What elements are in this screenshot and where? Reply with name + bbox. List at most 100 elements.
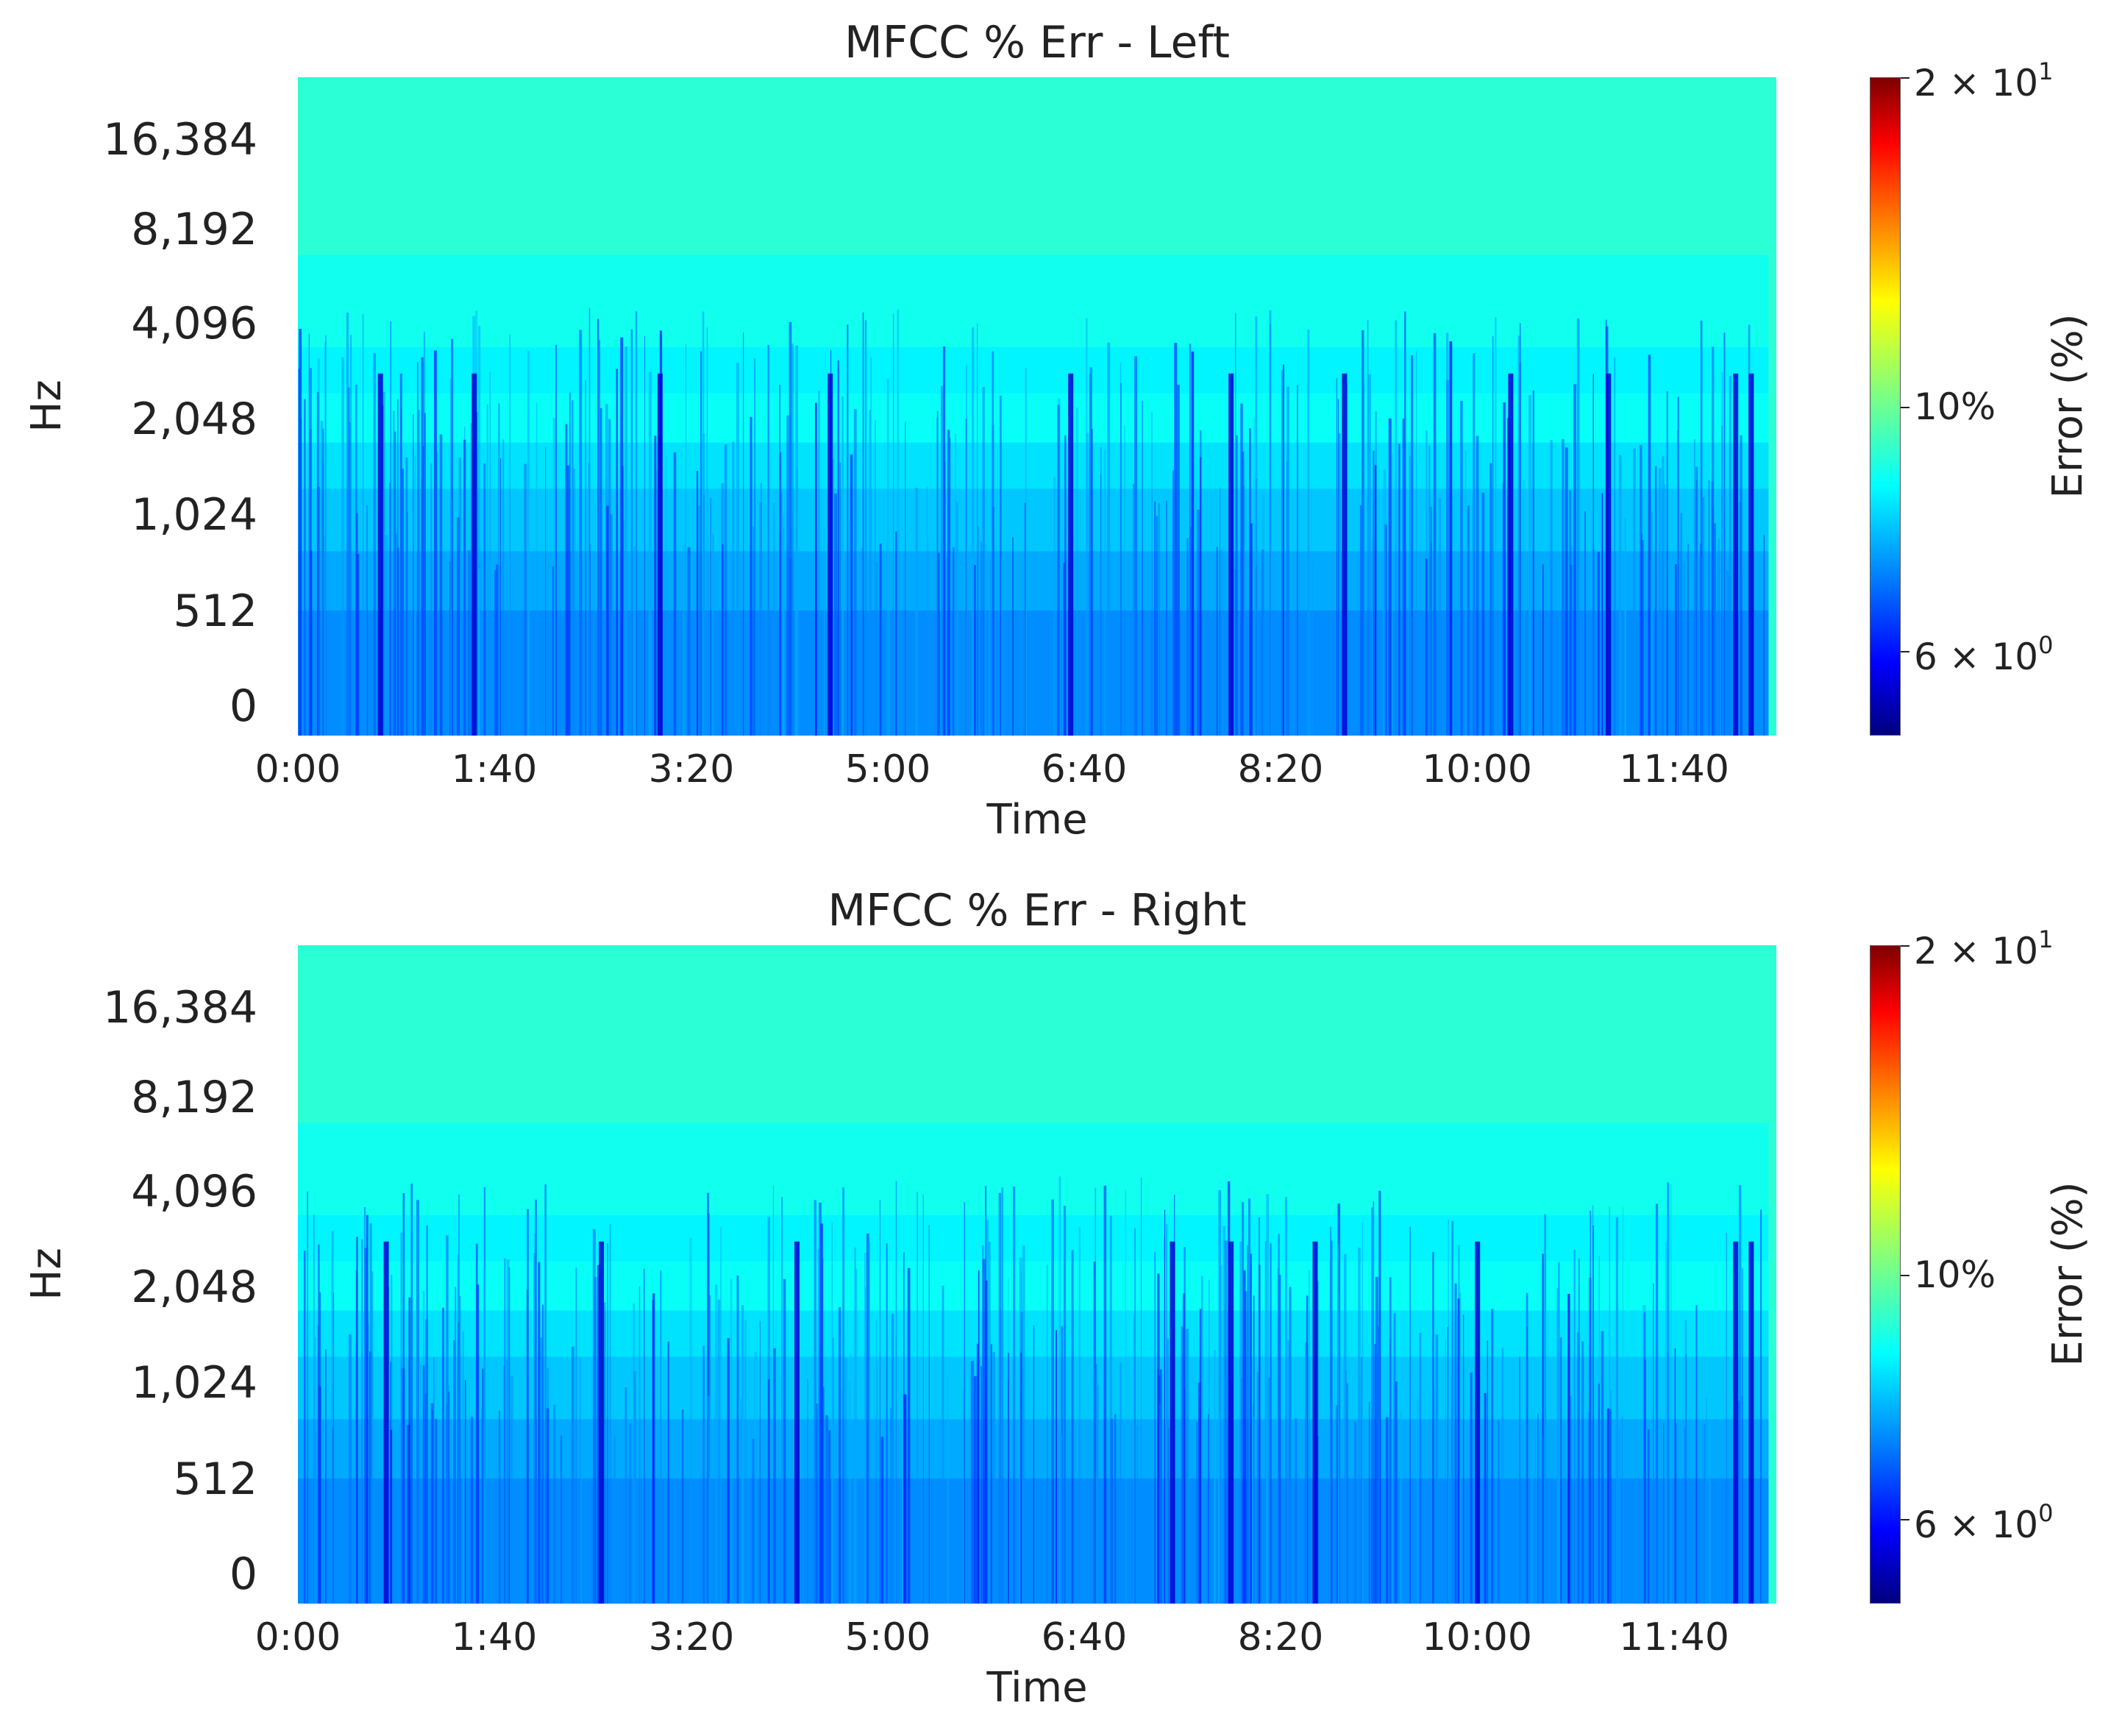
- heatmap-streak: [1680, 513, 1683, 736]
- heatmap-streak: [1694, 438, 1695, 736]
- heatmap-streak: [1120, 362, 1122, 736]
- heatmap-streak: [527, 350, 530, 736]
- x-tick-label: 8:20: [1237, 747, 1324, 791]
- heatmap-streak: [1191, 351, 1195, 736]
- heatmap-streak: [854, 1248, 856, 1604]
- heatmap-streak: [1022, 1245, 1025, 1604]
- heatmap-streak: [1484, 1392, 1487, 1604]
- heatmap-streak: [791, 344, 794, 736]
- heatmap-streak: [875, 1319, 878, 1604]
- heatmap-streak: [1110, 1418, 1114, 1604]
- y-tick-label: 1,024: [131, 1357, 257, 1409]
- heatmap-streak: [1573, 1249, 1576, 1604]
- heatmap-streak: [1653, 1283, 1654, 1604]
- x-tick-label: 6:40: [1041, 747, 1128, 791]
- heatmap-streak: [1598, 1384, 1600, 1604]
- heatmap-streak: [879, 544, 882, 736]
- heatmap-streak: [897, 309, 900, 736]
- heatmap-streak: [736, 1276, 739, 1604]
- heatmap-streak: [870, 357, 872, 736]
- heatmap-streak: [1666, 391, 1668, 736]
- heatmap-streak: [1700, 543, 1701, 736]
- heatmap-streak: [1487, 1340, 1489, 1604]
- heatmap-streak: [486, 404, 488, 736]
- heatmap-streak: [984, 543, 986, 736]
- heatmap-streak: [1287, 1340, 1291, 1604]
- heatmap-streak: [1742, 1267, 1743, 1604]
- heatmap-streak: [1434, 482, 1436, 736]
- heatmap-streak: [1367, 319, 1369, 736]
- heatmap-streak: [1419, 1333, 1422, 1604]
- heatmap-streak: [759, 1320, 761, 1604]
- heatmap-streak: [446, 1384, 450, 1604]
- heatmap-streak: [825, 1415, 828, 1604]
- heatmap-dark-streak: [657, 373, 663, 736]
- heatmap-streak: [636, 311, 638, 736]
- heatmap-streak: [1567, 1293, 1570, 1604]
- heatmap-streak: [489, 371, 491, 736]
- heatmap-band: [298, 551, 1776, 611]
- heatmap-streak: [597, 1264, 600, 1604]
- heatmap-dark-streak: [827, 373, 833, 736]
- heatmap-streak: [895, 531, 897, 736]
- heatmap-streak: [966, 365, 967, 736]
- heatmap-streak: [654, 435, 657, 736]
- heatmap-dark-streak: [1508, 373, 1514, 736]
- heatmap-streak: [1008, 1379, 1009, 1604]
- heatmap-streak: [314, 1337, 316, 1604]
- heatmap-streak: [1329, 1260, 1331, 1604]
- heatmap-streak: [1371, 1207, 1373, 1604]
- heatmap-streak: [1060, 1434, 1063, 1604]
- colorbar-tick-label: 6 × 100: [1914, 631, 2054, 678]
- heatmap-band: [298, 255, 1776, 348]
- heatmap-streak: [451, 338, 454, 736]
- colorbar-label: Error (%): [2044, 313, 2092, 499]
- heatmap-streak: [1061, 555, 1064, 736]
- heatmap-streak: [1307, 330, 1310, 736]
- heatmap-streak: [1703, 1423, 1706, 1604]
- colorbar-tick: [1901, 1275, 1909, 1276]
- heatmap-streak: [317, 486, 320, 736]
- heatmap-band: [298, 1356, 1776, 1420]
- heatmap-streak: [638, 1286, 641, 1604]
- heatmap-streak: [455, 1287, 457, 1604]
- heatmap-streak: [1200, 457, 1202, 736]
- heatmap-streak: [1492, 336, 1494, 736]
- heatmap-streak: [307, 1191, 308, 1604]
- heatmap-streak: [1432, 1251, 1434, 1604]
- heatmap-streak: [868, 1241, 870, 1604]
- heatmap-streak: [1721, 371, 1723, 736]
- heatmap-streak: [700, 351, 702, 736]
- heatmap-streak: [1581, 1341, 1584, 1604]
- heatmap-edge: [1768, 945, 1776, 1604]
- heatmap-streak: [850, 1353, 851, 1604]
- heatmap-streak: [304, 399, 306, 736]
- heatmap-streak: [1133, 1315, 1135, 1604]
- heatmap-streak: [1024, 502, 1026, 736]
- heatmap-streak: [1463, 1315, 1464, 1604]
- heatmap-streak: [767, 344, 770, 736]
- heatmap-streak: [1089, 374, 1092, 736]
- heatmap-streak: [435, 1418, 438, 1604]
- heatmap-streak: [1159, 1403, 1161, 1604]
- heatmap-streak: [922, 1195, 924, 1604]
- heatmap-streak: [949, 437, 951, 736]
- heatmap-streak: [992, 425, 994, 736]
- heatmap-streak: [324, 335, 327, 736]
- heatmap-streak: [310, 550, 313, 736]
- heatmap-streak: [1601, 1331, 1604, 1604]
- heatmap-streak: [724, 444, 727, 736]
- heatmap-streak: [506, 1259, 510, 1604]
- y-tick-label: 2,048: [131, 394, 257, 445]
- heatmap-streak: [1057, 405, 1060, 736]
- heatmap-streak: [1174, 343, 1178, 736]
- heatmap-streak: [941, 385, 943, 736]
- heatmap-streak: [1253, 416, 1255, 736]
- heatmap-streak: [439, 434, 443, 736]
- heatmap-streak: [795, 345, 799, 736]
- heatmap-streak: [1656, 1203, 1659, 1604]
- heatmap-streak: [864, 1253, 866, 1604]
- colorbar-tick-label: 2 × 101: [1914, 57, 2054, 104]
- heatmap-streak: [1222, 1225, 1225, 1604]
- heatmap-streak: [767, 1217, 770, 1604]
